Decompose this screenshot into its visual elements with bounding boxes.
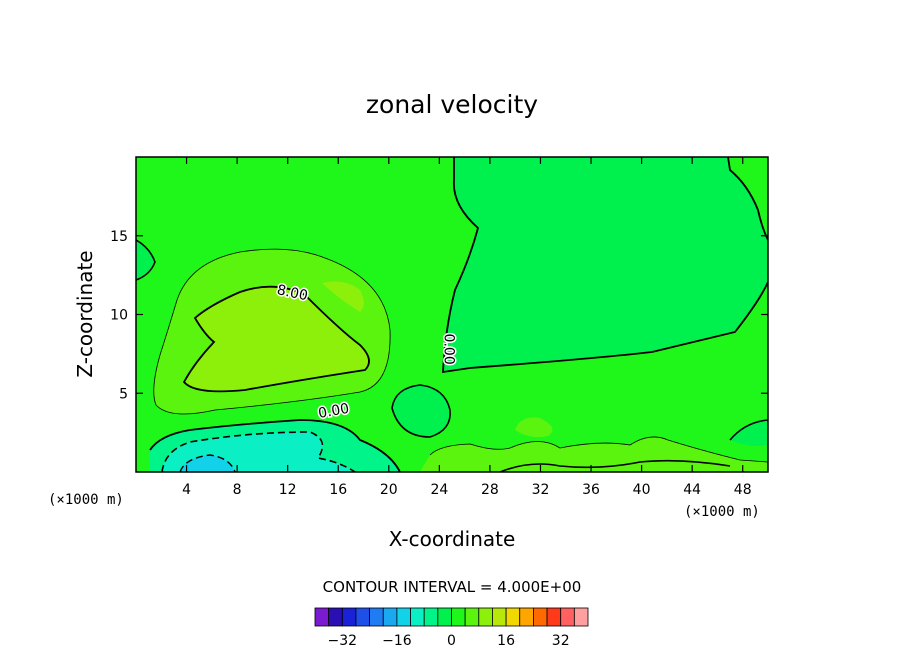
fill-region-near-surface-core xyxy=(180,455,235,472)
colorbar-swatch xyxy=(410,607,425,627)
colorbar-swatch xyxy=(573,607,589,627)
colorbar-swatch xyxy=(437,607,452,627)
colorbar-tick-label: 32 xyxy=(552,633,570,649)
colorbar-swatch xyxy=(464,607,480,627)
x-tick-label: 28 xyxy=(481,482,499,498)
colorbar-tick-label: −32 xyxy=(328,633,358,649)
chart-title: zonal velocity xyxy=(366,90,538,119)
colorbar-swatch xyxy=(396,607,411,627)
colorbar-swatch xyxy=(478,607,493,627)
colorbar-swatch xyxy=(314,607,330,627)
fill-region-downstream-negative xyxy=(443,157,768,372)
x-tick-label: 32 xyxy=(532,482,550,498)
x-axis-label: X-coordinate xyxy=(389,527,516,551)
fill-region-negative-blob xyxy=(392,385,451,437)
colorbar-swatch xyxy=(355,607,371,627)
fill-region-surface-positive-patches xyxy=(420,436,768,472)
x-unit-label-right: (×1000 m) xyxy=(684,504,760,520)
contour-line-negative-dashed xyxy=(161,431,356,472)
x-tick-label: 12 xyxy=(279,482,297,498)
y-axis-label: Z-coordinate xyxy=(73,250,97,377)
x-axis-ticks: 4 8 12 16 20 24 28 32 36 40 44 48 xyxy=(182,157,752,498)
x-unit-label-left: (×1000 m) xyxy=(48,492,124,508)
x-tick-label: 8 xyxy=(233,482,242,498)
colorbar-swatch xyxy=(505,607,521,627)
x-tick-label: 36 xyxy=(582,482,600,498)
contour-line-jet-thin xyxy=(153,248,391,415)
contour-line-eight xyxy=(182,285,370,393)
x-tick-label: 4 xyxy=(182,482,191,498)
colorbar-swatch xyxy=(533,607,548,627)
x-tick-label: 16 xyxy=(329,482,347,498)
plot-area xyxy=(136,157,768,472)
colorbar-swatch xyxy=(423,607,439,627)
contour-line-blob xyxy=(391,384,451,438)
colorbar xyxy=(314,607,589,627)
contour-label: 0.00 xyxy=(440,334,456,365)
colorbar-swatch xyxy=(382,607,398,627)
contour-line-surface-zero xyxy=(499,459,731,472)
colorbar-swatch xyxy=(341,607,357,627)
colorbar-swatch xyxy=(519,607,534,627)
colorbar-swatch xyxy=(328,607,343,627)
contour-interval-text: CONTOUR INTERVAL = 4.000E+00 xyxy=(323,578,582,596)
fill-region-small-blob-right xyxy=(730,420,768,446)
contour-line-zero-low xyxy=(149,419,401,472)
contour-line-zero-downstream xyxy=(442,157,768,374)
y-axis-ticks: 5 10 15 xyxy=(110,229,768,402)
x-tick-label: 48 xyxy=(734,482,752,498)
colorbar-tick-label: 16 xyxy=(497,633,515,649)
fill-region-patch-upper-jet xyxy=(322,281,364,312)
contour-lines xyxy=(136,157,768,472)
x-tick-label: 20 xyxy=(380,482,398,498)
colorbar-tick-label: 0 xyxy=(447,633,456,649)
colorbar-tick-label: −16 xyxy=(382,633,412,649)
colorbar-swatch xyxy=(369,607,384,627)
contour-line-small-left xyxy=(136,239,156,281)
x-tick-label: 24 xyxy=(430,482,448,498)
y-tick-label: 5 xyxy=(119,386,128,402)
colorbar-swatch xyxy=(560,607,575,627)
x-tick-label: 44 xyxy=(683,482,701,498)
colorbar-swatch xyxy=(451,607,466,627)
y-tick-label: 15 xyxy=(110,229,128,245)
contour-line-negative-inner xyxy=(179,454,236,472)
x-tick-label: 40 xyxy=(633,482,651,498)
fill-region-patch-mid xyxy=(515,417,553,438)
y-tick-label: 10 xyxy=(110,308,128,324)
contour-line-surface xyxy=(429,436,768,463)
colorbar-labels: −32 −16 0 16 32 xyxy=(328,633,570,649)
contour-line-small-right xyxy=(729,419,768,441)
colorbar-swatch xyxy=(546,607,562,627)
colorbar-swatch xyxy=(492,607,507,627)
